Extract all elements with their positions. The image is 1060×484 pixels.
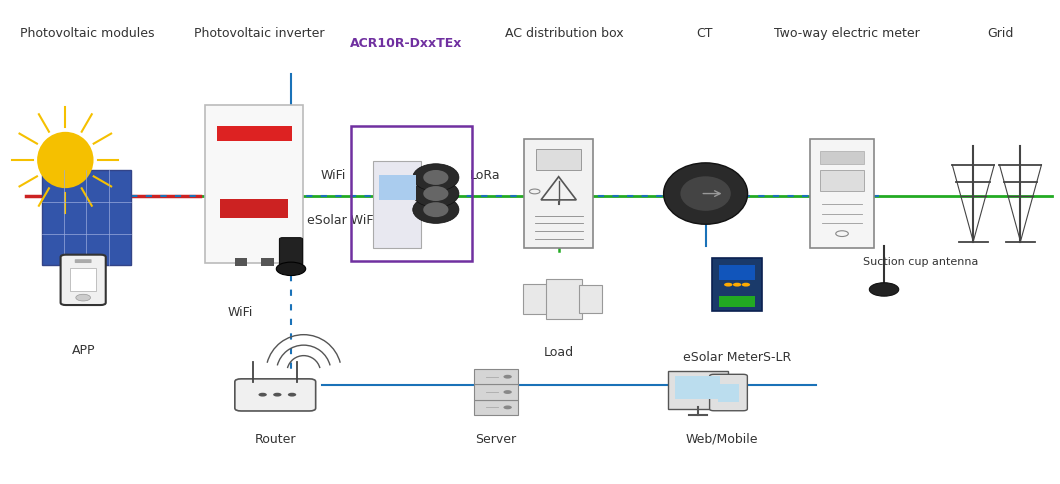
Ellipse shape: [412, 165, 459, 192]
Ellipse shape: [724, 283, 732, 287]
FancyBboxPatch shape: [709, 375, 747, 411]
FancyBboxPatch shape: [234, 258, 247, 267]
Text: Web/Mobile: Web/Mobile: [685, 432, 758, 445]
FancyBboxPatch shape: [810, 140, 874, 248]
Text: Two-way electric meter: Two-way electric meter: [775, 28, 920, 40]
FancyBboxPatch shape: [820, 152, 864, 165]
Text: Grid: Grid: [987, 28, 1013, 40]
FancyBboxPatch shape: [474, 369, 517, 385]
Ellipse shape: [681, 177, 730, 212]
Text: LoRa: LoRa: [470, 168, 500, 182]
Ellipse shape: [664, 164, 747, 225]
FancyBboxPatch shape: [524, 140, 594, 248]
FancyBboxPatch shape: [217, 126, 292, 142]
FancyBboxPatch shape: [719, 385, 739, 403]
Text: WiFi: WiFi: [320, 168, 346, 182]
FancyBboxPatch shape: [60, 255, 106, 305]
Ellipse shape: [412, 197, 459, 224]
Text: Photovoltaic inverter: Photovoltaic inverter: [194, 28, 324, 40]
Text: CT: CT: [696, 28, 712, 40]
Ellipse shape: [412, 181, 459, 208]
FancyBboxPatch shape: [70, 268, 96, 292]
FancyBboxPatch shape: [280, 238, 302, 270]
Text: AC distribution box: AC distribution box: [505, 28, 623, 40]
Text: ACR10R-DxxTEx: ACR10R-DxxTEx: [350, 37, 462, 50]
Ellipse shape: [37, 133, 93, 189]
Text: eSolar MeterS-LR: eSolar MeterS-LR: [683, 350, 791, 363]
Text: APP: APP: [71, 343, 95, 356]
FancyBboxPatch shape: [720, 297, 755, 308]
FancyBboxPatch shape: [75, 259, 91, 263]
Ellipse shape: [288, 393, 296, 397]
Ellipse shape: [259, 393, 267, 397]
Ellipse shape: [76, 295, 90, 302]
FancyBboxPatch shape: [523, 284, 548, 315]
Text: Suction cup antenna: Suction cup antenna: [863, 256, 978, 266]
FancyBboxPatch shape: [579, 285, 602, 314]
Text: WiFi: WiFi: [228, 305, 253, 318]
FancyBboxPatch shape: [373, 161, 422, 248]
Ellipse shape: [423, 187, 448, 202]
Ellipse shape: [423, 171, 448, 185]
Ellipse shape: [742, 283, 750, 287]
FancyBboxPatch shape: [378, 176, 416, 200]
FancyBboxPatch shape: [474, 385, 517, 400]
Ellipse shape: [504, 390, 512, 394]
FancyBboxPatch shape: [675, 377, 720, 399]
FancyBboxPatch shape: [712, 258, 762, 312]
Ellipse shape: [423, 203, 448, 218]
FancyBboxPatch shape: [235, 379, 316, 411]
FancyBboxPatch shape: [668, 372, 728, 409]
Ellipse shape: [504, 406, 512, 409]
Text: Load: Load: [544, 346, 573, 359]
Text: Server: Server: [475, 432, 516, 445]
Ellipse shape: [277, 263, 305, 276]
FancyBboxPatch shape: [262, 258, 273, 267]
FancyBboxPatch shape: [536, 150, 581, 171]
Ellipse shape: [869, 283, 899, 297]
Ellipse shape: [273, 393, 282, 397]
Text: Router: Router: [254, 432, 296, 445]
FancyBboxPatch shape: [474, 400, 517, 415]
Text: Photovoltaic modules: Photovoltaic modules: [20, 28, 155, 40]
FancyBboxPatch shape: [206, 106, 303, 263]
Text: eSolar WiFi-LR: eSolar WiFi-LR: [306, 214, 396, 227]
Ellipse shape: [732, 283, 741, 287]
FancyBboxPatch shape: [41, 170, 131, 266]
Ellipse shape: [504, 375, 512, 379]
FancyBboxPatch shape: [720, 265, 755, 280]
FancyBboxPatch shape: [820, 171, 864, 192]
FancyBboxPatch shape: [220, 200, 288, 218]
FancyBboxPatch shape: [546, 279, 582, 319]
